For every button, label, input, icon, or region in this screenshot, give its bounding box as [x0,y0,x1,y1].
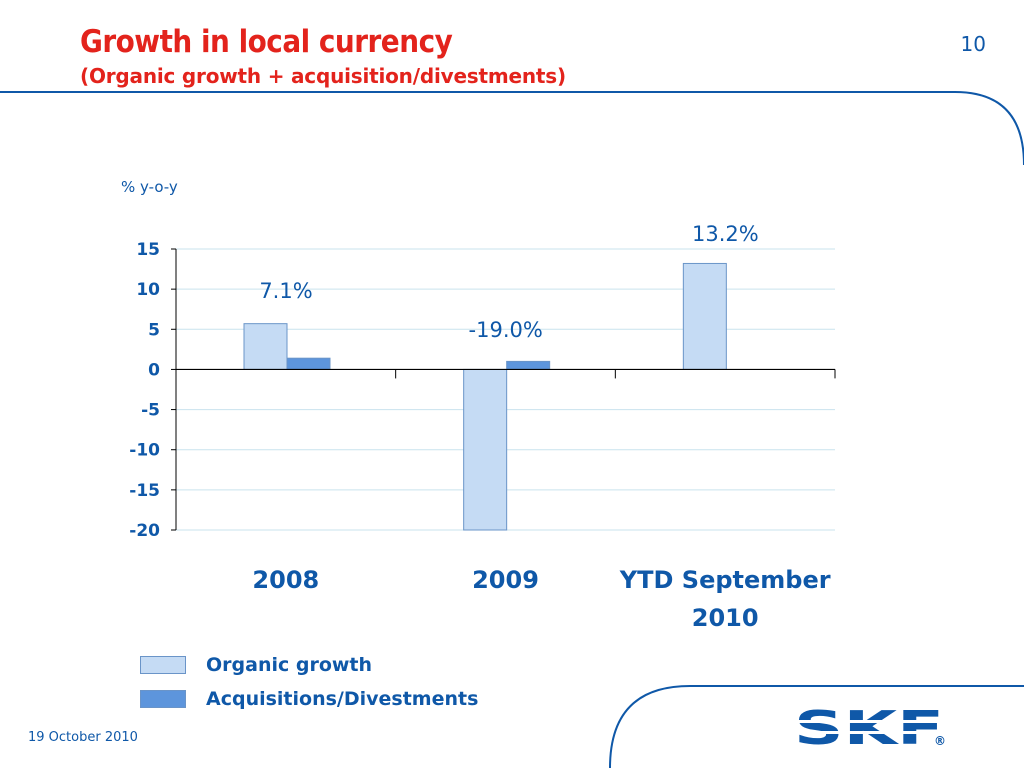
logo-stripe-1 [794,720,946,723]
page-number: 10 [960,32,986,56]
x-category-label: 2009 [472,566,539,594]
header-line [0,91,1024,166]
logo-stripe-2 [794,731,946,734]
page-title: Growth in local currency [80,24,453,60]
bar-organic-2 [682,262,727,370]
y-tick-label: 10 [136,280,160,300]
y-axis-unit-label: % y-o-y [121,178,178,196]
bar-acquisitions-0 [286,357,331,370]
x-category-label: 2008 [252,566,319,594]
data-label-total-0: 7.1% [259,279,312,303]
y-tick-label: -20 [129,521,160,541]
skf-logo-text: SKF [794,706,944,750]
bar-organic-0 [243,323,288,370]
legend-label-organic: Organic growth [206,654,373,676]
legend-item-acquisitions: Acquisitions/Divestments [140,688,478,710]
y-tick-label: 15 [136,240,160,260]
data-label-total-2: 13.2% [692,222,759,246]
legend-swatch-acquisitions [140,690,186,708]
footer-curve [609,685,1024,768]
x-category-label: YTD September [619,566,831,594]
x-category-label: 2010 [692,604,759,632]
data-label-total-1: -19.0% [469,318,543,342]
y-tick-label: 5 [148,320,160,340]
y-tick-label: 0 [148,360,160,380]
legend-label-acquisitions: Acquisitions/Divestments [206,688,479,710]
bar-organic-1 [463,368,508,531]
y-tick-label: -10 [129,441,160,461]
y-tick-label: -15 [129,481,160,501]
registered-mark: ® [934,734,946,748]
footer-date: 19 October 2010 [28,730,138,745]
page-subtitle: (Organic growth + acquisition/divestment… [80,64,566,88]
skf-logo: SKF [794,706,946,750]
legend-item-organic: Organic growth [140,654,372,676]
bar-acquisitions-1 [506,360,551,370]
legend-swatch-organic [140,656,186,674]
y-tick-label: -5 [141,401,160,421]
